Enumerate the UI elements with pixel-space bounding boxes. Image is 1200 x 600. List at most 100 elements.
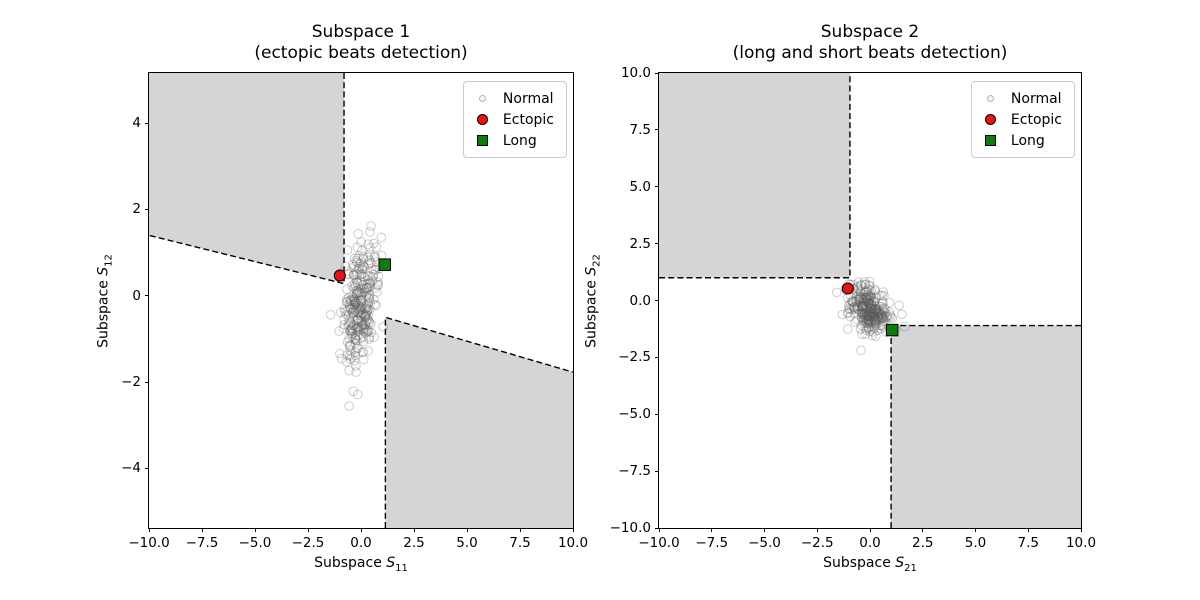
normal-point	[883, 312, 893, 323]
normal-point	[867, 303, 877, 313]
normal-point	[368, 265, 379, 275]
normal-point	[858, 297, 868, 308]
normal-point	[353, 298, 364, 309]
normal-point	[361, 311, 371, 321]
normal-point	[334, 326, 344, 336]
normal-point	[856, 312, 867, 323]
normal-point	[859, 309, 870, 320]
normal-point	[363, 346, 374, 356]
normal-point	[861, 293, 872, 303]
ectopic-point-marker	[841, 282, 854, 295]
normal-point	[347, 352, 357, 362]
normal-point	[873, 311, 883, 322]
subplot-subspace-2: Subspace 2 (long and short beats detecti…	[584, 22, 1096, 574]
legend-item-ectopic: Ectopic	[472, 109, 554, 130]
normal-point	[866, 304, 877, 315]
x-tick-mark	[254, 528, 256, 532]
normal-point	[349, 320, 359, 330]
normal-point	[364, 316, 374, 327]
normal-point	[363, 310, 373, 321]
normal-point	[359, 261, 369, 271]
normal-point	[868, 309, 879, 320]
normal-point	[873, 307, 884, 317]
normal-point	[854, 294, 865, 305]
x-tick-mark	[519, 528, 521, 532]
normal-point	[352, 304, 363, 314]
y-axis-label-symbol: S	[583, 266, 600, 276]
normal-point	[874, 315, 884, 325]
normal-point	[351, 305, 361, 315]
normal-point	[355, 275, 365, 286]
normal-point	[850, 317, 860, 327]
normal-point	[863, 307, 874, 317]
x-axis-label-subscript: 11	[395, 562, 408, 574]
normal-point	[345, 302, 355, 313]
y-tick-mark	[655, 243, 659, 245]
normal-point	[352, 253, 363, 264]
normal-point	[363, 275, 373, 285]
normal-point	[878, 298, 888, 308]
normal-point	[851, 291, 862, 301]
normal-point	[359, 284, 369, 294]
normal-point	[856, 345, 866, 356]
normal-point	[865, 291, 876, 301]
normal-point	[356, 277, 367, 287]
y-tick-mark	[655, 300, 659, 301]
normal-point	[863, 307, 873, 317]
normal-point	[857, 303, 867, 314]
x-axis-label-text: Subspace	[314, 555, 387, 571]
normal-point	[864, 276, 875, 287]
normal-point	[358, 254, 369, 264]
normal-point	[885, 310, 895, 320]
normal-point	[855, 286, 866, 296]
normal-point	[364, 289, 375, 300]
long-marker-icon	[985, 135, 997, 146]
normal-point	[364, 271, 375, 281]
normal-point	[355, 305, 365, 315]
normal-point	[364, 334, 374, 344]
normal-point	[868, 315, 879, 325]
normal-point	[360, 311, 370, 322]
normal-point	[369, 252, 380, 262]
normal-point	[852, 315, 862, 325]
normal-point	[874, 312, 884, 322]
normal-point	[370, 283, 381, 293]
normal-point	[860, 329, 871, 339]
normal-point	[862, 290, 872, 300]
normal-point	[347, 281, 357, 291]
normal-point	[365, 243, 375, 253]
normal-point	[350, 350, 361, 361]
normal-point	[866, 308, 876, 319]
normal-point	[359, 323, 370, 333]
legend-item-label: Ectopic	[1010, 111, 1062, 128]
normal-point	[857, 307, 868, 318]
normal-point	[832, 287, 842, 298]
normal-point	[851, 295, 862, 305]
normal-point	[342, 297, 352, 307]
normal-point	[862, 314, 872, 325]
normal-point	[860, 277, 870, 287]
x-tick-mark	[148, 528, 150, 532]
normal-point	[350, 347, 361, 358]
normal-point	[360, 309, 371, 320]
normal-point	[345, 317, 356, 327]
normal-point	[353, 308, 364, 319]
normal-point	[874, 307, 885, 318]
normal-point	[877, 304, 888, 314]
normal-point	[874, 309, 884, 319]
normal-point	[365, 278, 375, 288]
normal-point	[356, 303, 366, 314]
normal-point	[356, 321, 366, 332]
normal-point	[361, 309, 372, 319]
normal-point	[348, 269, 359, 280]
normal-point	[852, 303, 862, 313]
x-tick-label: 5.0	[456, 535, 478, 551]
normal-point	[358, 354, 369, 365]
normal-point	[364, 292, 375, 302]
x-tick-label: −10.0	[128, 535, 170, 551]
normal-point	[366, 221, 376, 231]
normal-point	[861, 307, 871, 318]
normal-point	[350, 338, 361, 348]
y-axis-label: Subspace S12	[96, 254, 115, 348]
normal-point	[859, 301, 869, 311]
